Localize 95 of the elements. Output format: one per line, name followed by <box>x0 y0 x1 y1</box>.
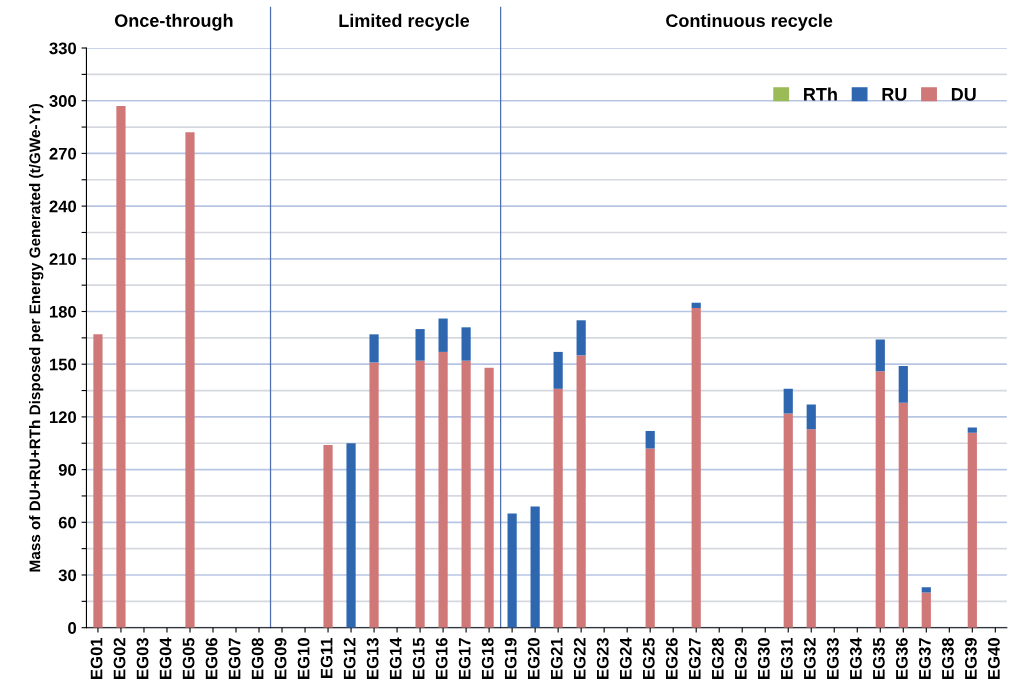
bar <box>530 506 540 628</box>
bar <box>898 402 908 628</box>
y-tick-label: 90 <box>58 464 77 476</box>
x-tick-label: EG26 <box>665 638 678 679</box>
x-tick-label: EG40 <box>988 638 1000 679</box>
x-tick-label: EG21 <box>550 637 563 679</box>
x-tick-label: EG32 <box>803 638 816 679</box>
bar <box>415 360 425 628</box>
bar <box>783 388 793 414</box>
bar <box>507 513 517 628</box>
x-tick-label: EG38 <box>941 637 954 679</box>
text: Limited recycle <box>339 13 470 31</box>
bar <box>921 587 931 593</box>
y-tick-label: 180 <box>49 305 77 318</box>
y-tick-label: 60 <box>58 516 77 529</box>
bar <box>185 132 195 628</box>
bar <box>369 362 379 628</box>
text: Continuous recycle <box>666 13 833 31</box>
x-tick-label: EG15 <box>412 637 425 679</box>
x-tick-label: EG24 <box>619 637 632 679</box>
x-tick-label: EG14 <box>389 637 402 679</box>
bar <box>921 592 931 628</box>
x-tick-label: EG28 <box>711 637 724 679</box>
bar <box>576 320 586 356</box>
y-tick-label: 30 <box>58 569 77 582</box>
x-tick-label: EG23 <box>596 638 609 679</box>
x-tick-label: EG33 <box>826 638 839 679</box>
y-tick-label: 240 <box>49 200 77 213</box>
legend-label: DU <box>951 88 976 101</box>
x-tick-label: EG37 <box>918 638 931 679</box>
x-tick-label: EG18 <box>481 637 494 679</box>
bar <box>438 318 448 352</box>
bar <box>346 443 356 628</box>
y-axis-title: Mass of DU+RU+RTh Disposed per Energy Generated (t/GWe-Yr) <box>29 104 44 572</box>
x-tick-label: EG02 <box>113 638 126 679</box>
x-tick-label: EG04 <box>159 637 172 679</box>
x-tick-label: EG07 <box>228 638 241 679</box>
bar <box>806 404 816 430</box>
y-tick-label: 210 <box>49 253 77 266</box>
x-tick-label: EG20 <box>527 638 540 679</box>
x-tick-label: EG06 <box>205 638 218 679</box>
bar <box>967 432 977 628</box>
x-tick-label: EG05 <box>182 637 195 679</box>
x-tick-label: EG10 <box>297 638 310 679</box>
x-tick-label: EG34 <box>849 637 862 679</box>
x-tick-label: EG27 <box>688 638 701 679</box>
bar <box>484 367 494 628</box>
bar <box>967 427 977 433</box>
y-tick-label: 330 <box>49 42 77 55</box>
bar <box>576 355 586 628</box>
bar <box>438 351 448 628</box>
bar <box>645 430 655 449</box>
bar <box>553 351 563 389</box>
x-tick-label: EG25 <box>642 637 655 679</box>
x-tick-label: EG08 <box>251 637 264 679</box>
x-tick-label: EG36 <box>895 638 908 679</box>
bar <box>783 413 793 628</box>
x-tick-label: EG09 <box>274 638 287 679</box>
legend-label: RTh <box>804 87 837 101</box>
bar <box>553 388 563 628</box>
x-tick-label: EG31 <box>780 637 793 679</box>
bar <box>875 371 885 628</box>
x-tick-label: EG16 <box>435 638 448 679</box>
x-tick-label: EG19 <box>504 638 517 679</box>
bar <box>691 302 701 308</box>
bar <box>415 329 425 361</box>
x-tick-label: EG03 <box>136 638 149 679</box>
x-tick-label: EG39 <box>964 638 977 679</box>
bar <box>369 334 379 363</box>
x-tick-label: EG13 <box>366 638 379 679</box>
x-tick-label: EG12 <box>343 638 356 679</box>
x-tick-label: EG22 <box>573 638 586 679</box>
bar <box>116 105 126 628</box>
y-tick-label: 0 <box>68 622 77 634</box>
x-tick-label: EG35 <box>872 637 885 679</box>
x-tick-label: EG11 <box>320 637 333 678</box>
bar <box>645 448 655 628</box>
bar <box>875 339 885 372</box>
y-tick-label: 120 <box>49 411 77 424</box>
y-tick-label: 300 <box>49 95 77 107</box>
legend-label: RU <box>882 88 907 101</box>
x-tick-label: EG01 <box>90 637 103 679</box>
text: Once-through <box>114 13 233 31</box>
bar <box>323 445 333 628</box>
x-tick-label: EG17 <box>458 638 471 679</box>
x-tick-label: EG29 <box>734 638 747 679</box>
bar <box>898 365 908 403</box>
bar <box>806 429 816 628</box>
bar <box>461 360 471 628</box>
x-tick-label: EG30 <box>757 638 770 679</box>
y-tick-label: 150 <box>49 358 77 371</box>
bar <box>691 307 701 628</box>
y-tick-label: 270 <box>49 147 77 160</box>
bar <box>93 334 103 628</box>
bar <box>461 327 471 361</box>
